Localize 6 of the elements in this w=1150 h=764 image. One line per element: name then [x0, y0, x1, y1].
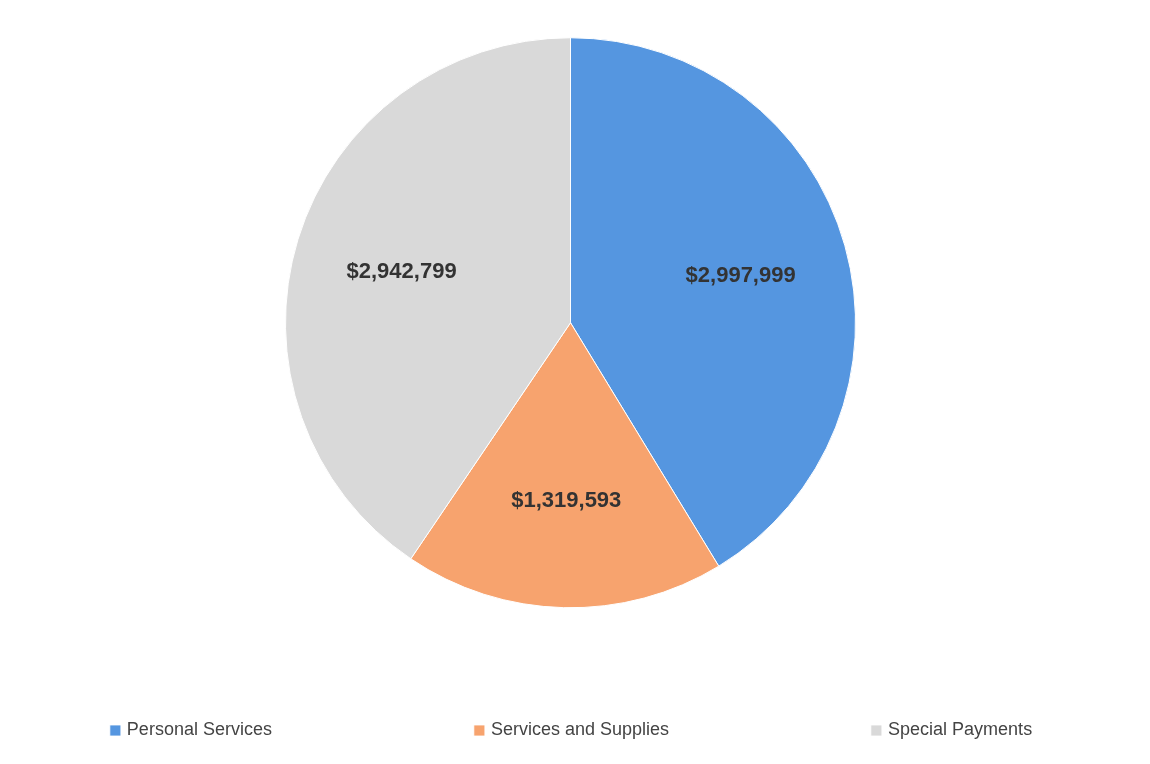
- data-label: $2,997,999: [685, 262, 796, 288]
- legend-label: Special Payments: [888, 719, 1033, 740]
- data-label: $2,942,799: [346, 258, 457, 284]
- legend-label: Services and Supplies: [490, 719, 670, 740]
- legend-label: Personal Services: [126, 719, 272, 740]
- data-label: $1,319,593: [511, 487, 622, 512]
